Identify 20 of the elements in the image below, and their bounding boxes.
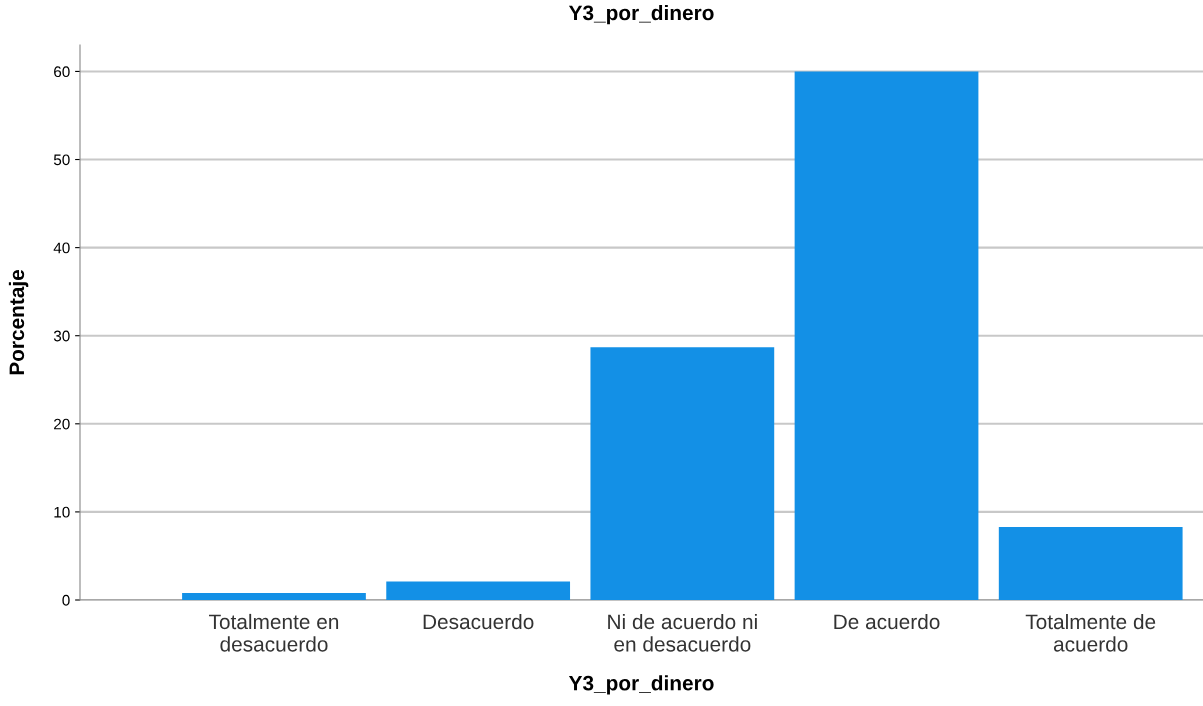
y-tick-label: 0 xyxy=(62,594,70,606)
y-tick-label: 30 xyxy=(53,330,70,342)
y-tick-label: 20 xyxy=(54,418,70,430)
y-tick-label: 40 xyxy=(53,242,70,254)
bar xyxy=(590,347,775,600)
bar xyxy=(386,581,571,600)
bar xyxy=(794,71,979,600)
x-tick-label: Desacuerdo xyxy=(423,613,534,630)
x-tick-label: Totalmente de acuerdo xyxy=(1025,613,1156,652)
y-tick-label: 10 xyxy=(54,506,70,518)
y-tick-label: 50 xyxy=(53,154,70,166)
x-tick-label: Ni de acuerdo ni en desacuerdo xyxy=(608,613,757,652)
y-axis-title: Porcentaje xyxy=(8,269,29,375)
chart-title: Y3_por_dinero xyxy=(568,4,714,25)
y-tick-label: 60 xyxy=(54,66,70,78)
x-tick-label: Totalmente en desacuerdo xyxy=(209,613,339,652)
bar xyxy=(182,592,366,600)
bar xyxy=(998,526,1183,600)
x-axis-title: Y3_por_dinero xyxy=(568,675,714,695)
x-tick-label: De acuerdo xyxy=(834,613,940,630)
